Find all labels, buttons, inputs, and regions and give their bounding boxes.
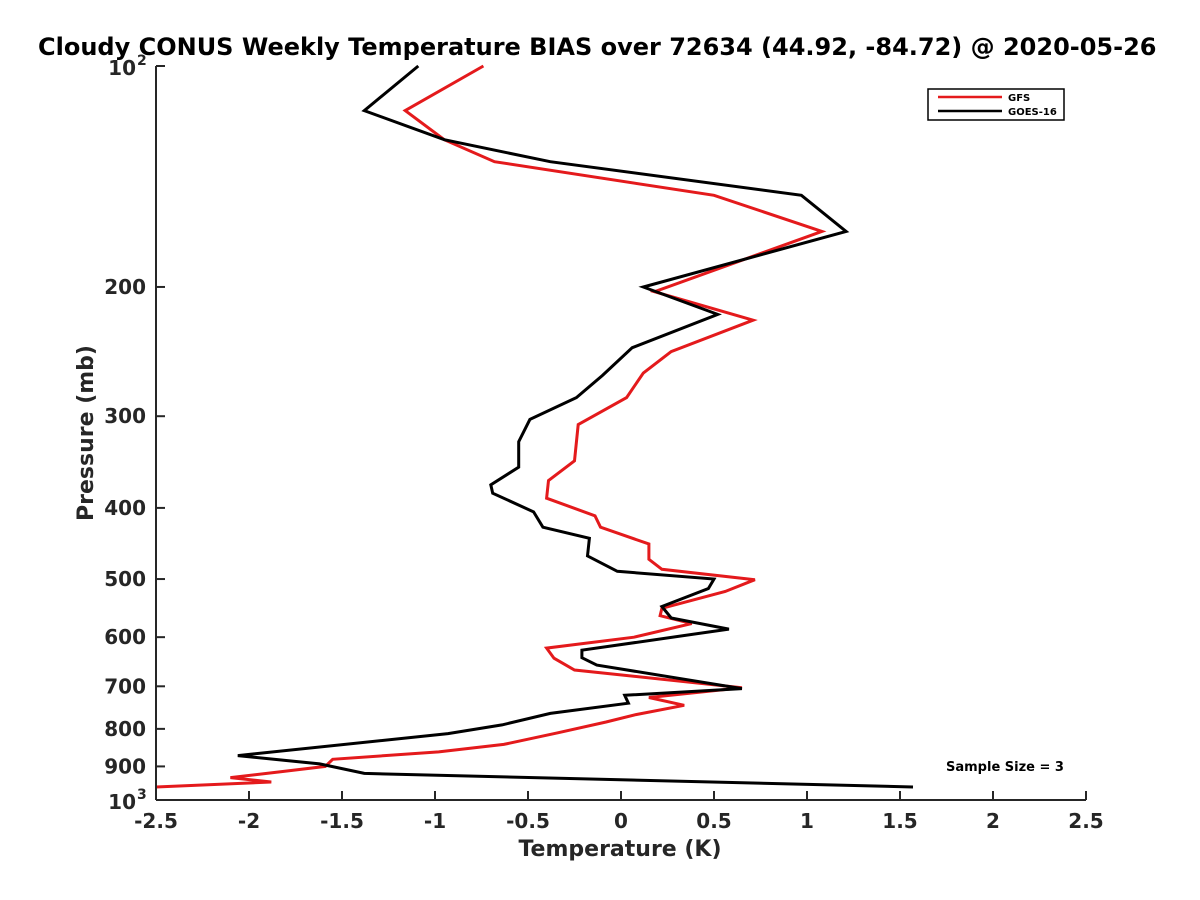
y-tick-label: 300 — [104, 404, 146, 428]
legend-label: GFS — [1008, 93, 1030, 104]
y-tick-label: 800 — [104, 717, 146, 741]
x-axis-label: Temperature (K) — [518, 837, 721, 862]
x-tick-label: 2.5 — [1068, 809, 1103, 833]
chart-title: Cloudy CONUS Weekly Temperature BIAS ove… — [38, 33, 1156, 61]
axes-layer — [155, 66, 1086, 801]
y-tick-label: 500 — [104, 567, 146, 591]
series-layer — [155, 64, 914, 789]
x-tick-label: -0.5 — [506, 809, 550, 833]
x-tick-label: 2 — [986, 809, 1000, 833]
x-tick-label: 0.5 — [696, 809, 731, 833]
y-tick-label: 400 — [104, 496, 146, 520]
y-tick-label: 700 — [104, 674, 146, 698]
legend: GFS GOES-16 — [927, 88, 1065, 121]
legend-box — [927, 88, 1065, 121]
x-tick-label: -1 — [424, 809, 446, 833]
series-line-gfs — [155, 64, 827, 789]
legend-label: GOES-16 — [1008, 107, 1057, 118]
y-tick-label: 200 — [104, 275, 146, 299]
x-tick-label: -1.5 — [320, 809, 364, 833]
series-line-goes-16 — [237, 64, 914, 789]
y-tick-label: 600 — [104, 625, 146, 649]
x-tick-label: 1.5 — [882, 809, 917, 833]
y-axis-label: Pressure (mb) — [74, 345, 99, 521]
x-tick-label: -2.5 — [134, 809, 178, 833]
ticks-layer: -2.5 -2 -1.5 -1 -0.5 0 0.5 1 1.5 2 2.510 2200300400… — [104, 53, 1103, 833]
x-tick-label: 0 — [614, 809, 628, 833]
sample-size-annotation: Sample Size = 3 — [946, 760, 1064, 775]
x-tick-label: 1 — [800, 809, 814, 833]
x-tick-label: -2 — [238, 809, 260, 833]
y-tick-label: 900 — [104, 754, 146, 778]
y-tick-exponent: 2 — [137, 53, 147, 69]
y-tick-label: 10 — [108, 56, 136, 80]
y-tick-label: 10 — [108, 790, 136, 814]
y-tick-exponent: 3 — [137, 787, 147, 803]
